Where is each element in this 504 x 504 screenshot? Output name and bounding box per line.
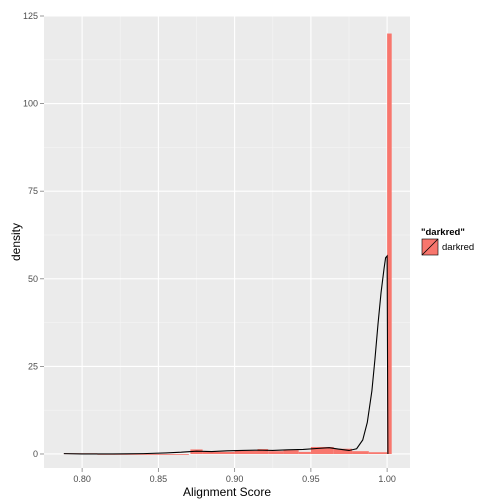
plot-panel [44,16,410,468]
x-tick-label: 1.00 [378,474,396,484]
histogram-bar [234,450,258,454]
legend-swatch-line [421,238,439,256]
y-tick-label: 50 [28,274,38,284]
x-axis-ticks: 0.80 0.85 0.90 0.95 1.00 [73,468,396,484]
y-axis-title: density [9,223,23,261]
y-tick-label: 0 [33,449,38,459]
x-tick-label: 0.95 [302,474,320,484]
histogram-bar [387,33,392,454]
x-tick-label: 0.80 [73,474,91,484]
histogram-bar [368,452,388,454]
histogram-bar [283,450,299,454]
legend: "darkred" darkred [420,227,474,257]
x-tick-label: 0.85 [150,474,168,484]
histogram-bar [202,451,235,454]
y-tick-label: 75 [28,186,38,196]
minor-grid [44,16,410,468]
histogram-bar [298,451,311,454]
y-axis-ticks: 0 25 50 75 100 125 [23,11,44,459]
legend-label-darkred: darkred [442,242,474,253]
y-tick-label: 100 [23,99,38,109]
y-tick-label: 125 [23,11,38,21]
density-curve [63,254,389,455]
x-axis-title: Alignment Score [183,485,271,499]
histogram-bar [333,448,353,454]
y-tick-label: 25 [28,361,38,371]
legend-title: "darkred" [421,227,465,238]
histogram-bar [268,451,284,454]
histogram-bar [352,451,369,454]
histogram-bar [97,453,189,455]
histogram-bar [310,446,334,454]
x-tick-label: 0.90 [226,474,244,484]
histogram-bar [257,449,269,454]
